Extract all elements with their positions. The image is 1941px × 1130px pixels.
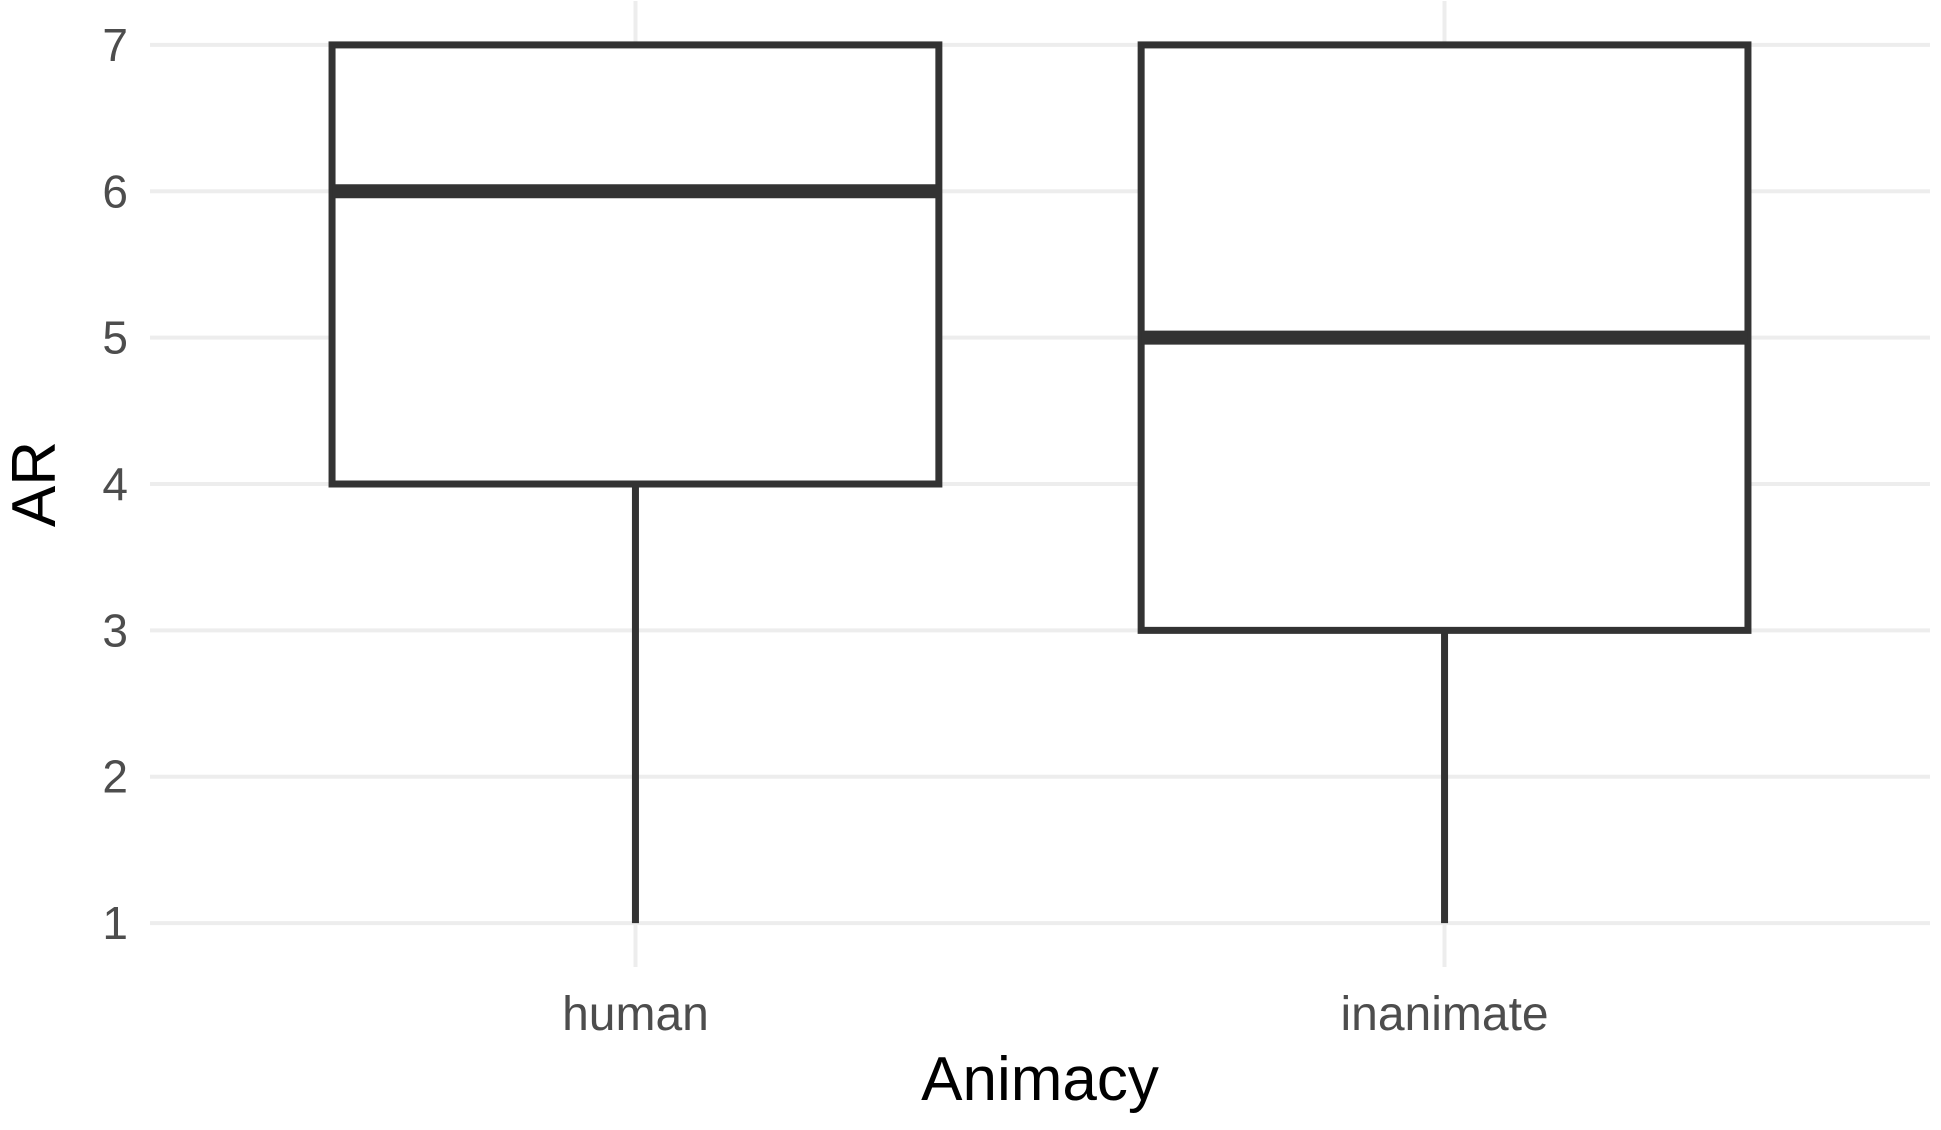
y-tick-label-2: 2 <box>102 751 128 803</box>
y-axis-tick-labels: 1 2 3 4 5 6 7 <box>102 19 128 949</box>
y-tick-label-1: 1 <box>102 897 128 949</box>
y-tick-label-5: 5 <box>102 312 128 364</box>
y-axis-title: AR <box>0 441 69 527</box>
x-tick-label-inanimate: inanimate <box>1340 988 1548 1041</box>
x-tick-label-human: human <box>562 988 709 1041</box>
boxplot-glyphs <box>328 41 1752 924</box>
x-axis-category-labels: human inanimate <box>562 988 1549 1041</box>
y-tick-label-6: 6 <box>102 165 128 217</box>
boxplot-human <box>328 41 943 924</box>
y-tick-label-7: 7 <box>102 19 128 71</box>
y-tick-label-4: 4 <box>102 458 128 510</box>
iqr-box <box>328 41 943 488</box>
x-axis-title: Animacy <box>921 1045 1159 1114</box>
boxplot-inanimate <box>1137 41 1752 924</box>
y-tick-label-3: 3 <box>102 604 128 656</box>
